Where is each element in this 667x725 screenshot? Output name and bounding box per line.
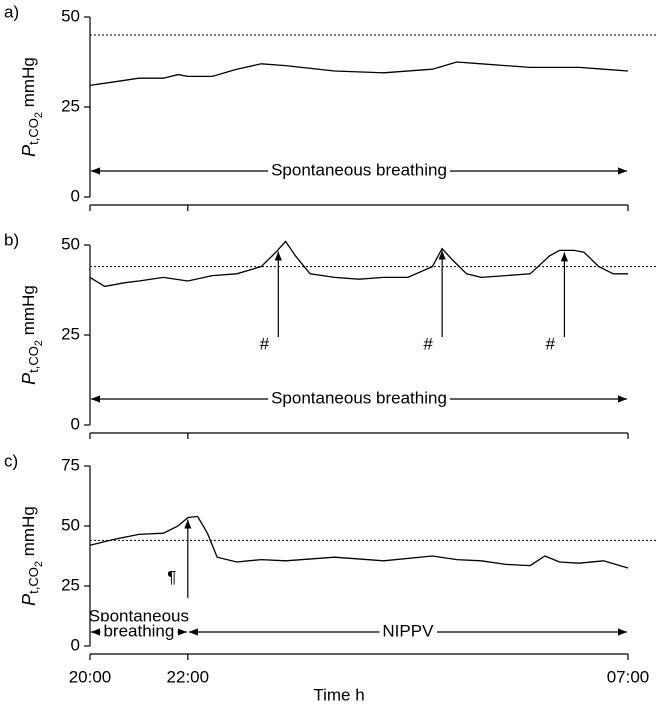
y-tick-label: 25 [61,575,80,594]
y-axis-label: Pt,CO2 mmHg [19,57,45,157]
x-axis-label: Time h [313,685,364,704]
x-tick-label: 22:00 [167,667,210,686]
span-label: Spontaneous breathing [271,160,447,179]
y-axis-label-part: 2 [33,340,45,346]
y-axis-label: Pt,CO2 mmHg [19,285,45,385]
span-label: Spontaneous breathing [271,388,447,407]
y-axis-label-part: mmHg [19,57,38,112]
x-tick-label: 20:00 [69,667,112,686]
y-tick-label: 50 [61,234,80,253]
y-axis-label-part: 2 [33,561,45,567]
y-tick-label: 25 [61,324,80,343]
span-label-bg [268,160,450,180]
y-tick-label: 0 [71,635,80,654]
marker-label: # [260,334,270,353]
x-tick-label: 07:00 [607,667,650,686]
marker-label: ¶ [167,567,176,586]
y-tick-label: 50 [61,6,80,25]
panel-label: a) [4,2,19,21]
span-label-bg [379,621,438,641]
span-label-bg [268,388,450,408]
y-axis-label-part: P [19,145,39,157]
y-axis-label-part: mmHg [19,506,38,561]
y-axis-label-part: mmHg [19,285,38,340]
y-axis-label-part: t,CO [26,567,41,594]
y-axis-label: Pt,CO2 mmHg [19,506,45,606]
y-tick-label: 0 [71,414,80,433]
y-axis-label-part: 2 [33,112,45,118]
y-tick-label: 25 [61,96,80,115]
y-tick-label: 50 [61,515,80,534]
y-axis-label-part: t,CO [26,346,41,373]
panel: b) Pt,CO2 mmHg 0 25 50 # # # Spontaneous breathi… [4,230,658,439]
marker-label: # [423,334,433,353]
y-tick-label: 75 [61,455,80,474]
y-axis-label-part: t,CO [26,118,41,145]
data-line [89,515,629,569]
panel: a) Pt,CO2 mmHg 0 25 50 Spontaneous breathing [4,2,658,211]
marker-label: # [546,334,556,353]
panel-label: b) [4,230,19,249]
y-axis-label-part: P [19,373,39,385]
panel-label: c) [4,451,18,470]
panel: c) Pt,CO2 mmHg 0 25 50 75 20:00 22:00 07:00 Time … [4,451,658,704]
data-line [89,61,629,87]
span-label: NIPPV [382,621,434,640]
span-label: Spontaneous [89,606,189,625]
y-tick-label: 0 [71,186,80,205]
span-label-bg [100,621,178,641]
y-axis-label-part: P [19,594,39,606]
data-line [89,240,628,288]
span-label: breathing [103,621,174,640]
